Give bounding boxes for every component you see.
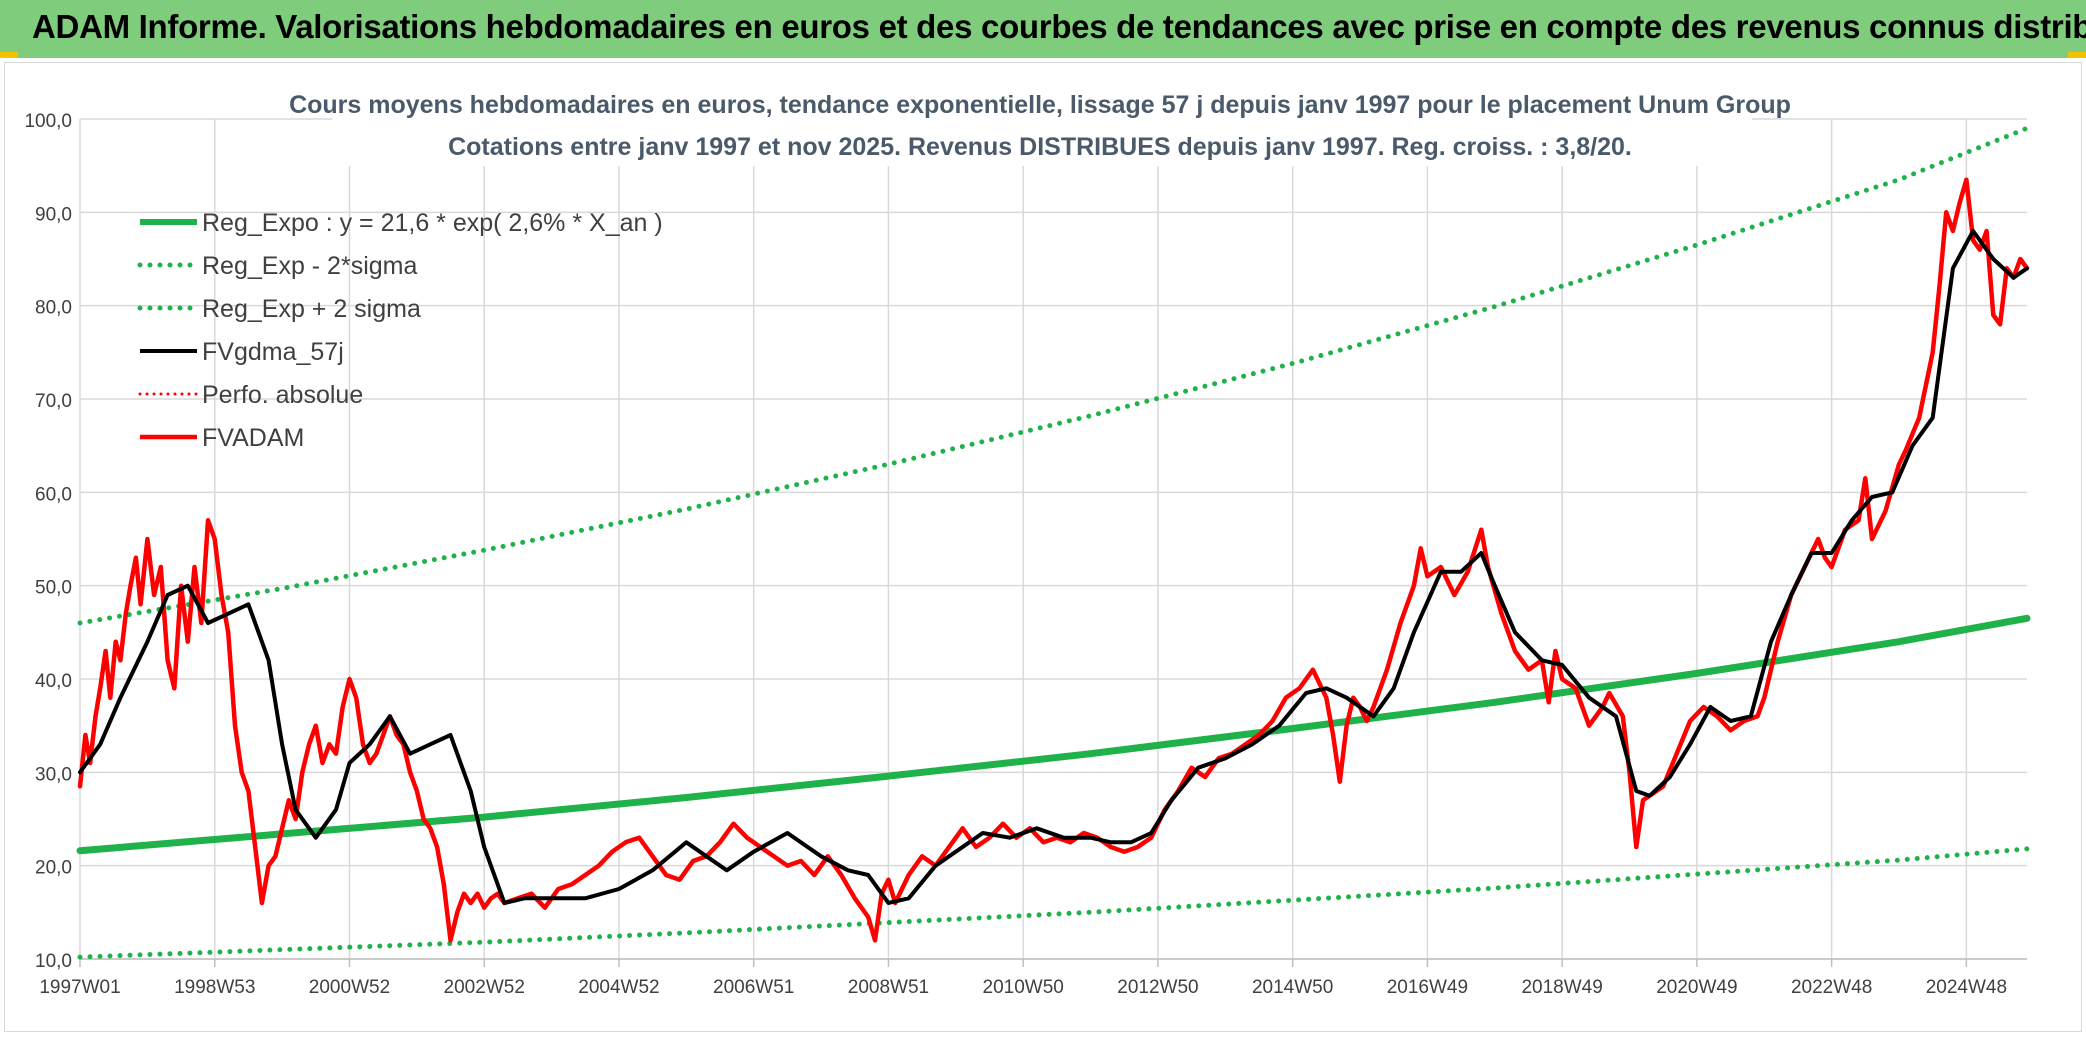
title-background	[332, 80, 1752, 166]
x-tick-label: 2010W50	[983, 977, 1064, 998]
x-tick-label: 2012W50	[1117, 977, 1198, 998]
legend-label: FVgdma_57j	[202, 338, 344, 366]
series-line-1	[77, 846, 2030, 960]
y-tick-label: 50,0	[35, 578, 72, 599]
x-tick-label: 2008W51	[848, 977, 929, 998]
y-tick-label: 10,0	[35, 951, 72, 972]
x-tick-label: 2002W52	[444, 977, 525, 998]
corner-mark-left	[0, 52, 18, 58]
y-tick-label: 60,0	[35, 484, 72, 505]
x-tick-label: 2006W51	[713, 977, 794, 998]
y-tick-label: 90,0	[35, 204, 72, 225]
legend-label: Reg_Exp - 2*sigma	[202, 252, 417, 280]
x-tick-label: 2016W49	[1387, 977, 1468, 998]
banner-title: ADAM Informe. Valorisations hebdomadaire…	[32, 8, 2086, 45]
chart-frame	[4, 62, 2082, 1032]
x-tick-label: 2014W50	[1252, 977, 1333, 998]
chart-title: Cours moyens hebdomadaires en euros, ten…	[289, 91, 1791, 119]
x-tick-label: 2000W52	[309, 977, 390, 998]
series-line-2	[77, 125, 2030, 626]
series-layer	[76, 125, 2031, 960]
series-line-0	[76, 614, 2031, 855]
y-tick-label: 40,0	[35, 671, 72, 692]
y-tick-label: 100,0	[24, 111, 72, 132]
y-tick-label: 70,0	[35, 391, 72, 412]
y-tick-label: 80,0	[35, 298, 72, 319]
title-banner: ADAM Informe. Valorisations hebdomadaire…	[0, 0, 2086, 58]
legend-label: FVADAM	[202, 424, 304, 452]
corner-mark-right	[2068, 52, 2086, 58]
chart-subtitle: Cotations entre janv 1997 et nov 2025. R…	[448, 133, 1632, 161]
tick-layer: 10,0 20,0 30,0 40,0 50,0 60,0 70,0 80,0 90,0 100,…	[24, 111, 2007, 998]
y-tick-label: 20,0	[35, 858, 72, 879]
x-tick-label: 2020W49	[1656, 977, 1737, 998]
legend: Reg_Expo : y = 21,6 * exp( 2,6% * X_an )…	[137, 209, 663, 452]
series-line-3	[78, 229, 2029, 905]
x-tick-label: 1997W01	[39, 977, 120, 998]
legend-label: Reg_Exp + 2 sigma	[202, 295, 421, 323]
y-tick-label: 30,0	[35, 764, 72, 785]
x-tick-label: 2022W48	[1791, 977, 1872, 998]
legend-label: Reg_Expo : y = 21,6 * exp( 2,6% * X_an )	[202, 209, 663, 237]
x-tick-label: 2018W49	[1521, 977, 1602, 998]
x-tick-label: 2004W52	[578, 977, 659, 998]
x-tick-label: 1998W53	[174, 977, 255, 998]
legend-label: Perfo. absolue	[202, 381, 363, 409]
x-tick-label: 2024W48	[1926, 977, 2007, 998]
